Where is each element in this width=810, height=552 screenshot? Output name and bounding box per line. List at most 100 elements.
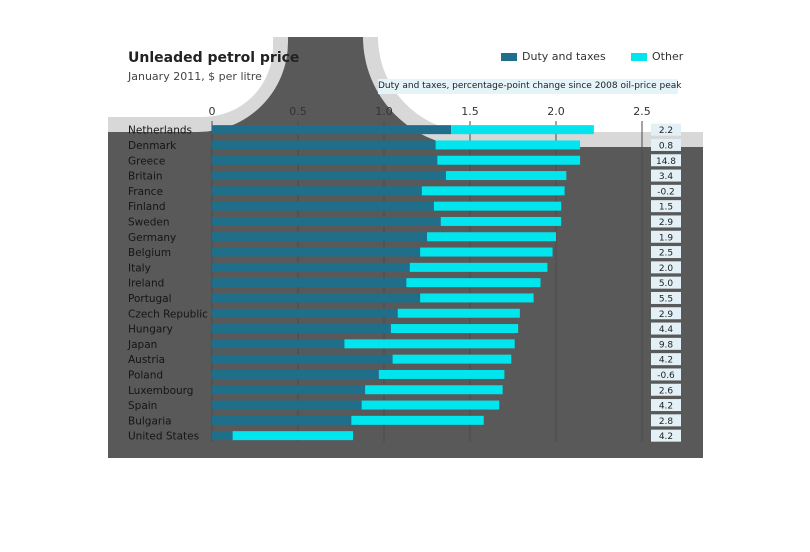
bar-duty-and-taxes (212, 140, 436, 150)
change-value: 3.4 (659, 172, 674, 182)
bar-other (406, 278, 541, 288)
bar-duty-and-taxes (212, 171, 446, 181)
change-value: 9.8 (659, 340, 674, 350)
bar-duty-and-taxes (212, 262, 410, 272)
bar-duty-and-taxes (212, 354, 393, 364)
bar-other (427, 232, 556, 242)
change-value: 4.2 (659, 432, 673, 442)
change-value: 2.0 (659, 264, 674, 274)
change-value-box (651, 353, 681, 366)
category-label: Britain (128, 171, 163, 183)
change-value-box (651, 307, 681, 320)
x-tick-label: 1.5 (461, 105, 479, 118)
change-value: 2.9 (659, 310, 674, 320)
change-value-box (651, 276, 681, 289)
change-value: 2.5 (659, 249, 673, 259)
bar-other (378, 369, 505, 379)
category-label: Czech Republic (128, 308, 208, 320)
category-label: Denmark (128, 140, 177, 152)
change-value-box (651, 200, 681, 213)
change-value-box (651, 429, 681, 442)
category-label: Spain (128, 400, 157, 412)
category-label: Bulgaria (128, 415, 172, 427)
legend-swatch-other (631, 53, 647, 61)
change-value-box (651, 184, 681, 197)
change-value: 4.2 (659, 356, 673, 366)
change-value-box (651, 215, 681, 228)
category-label: Poland (128, 369, 163, 381)
change-value-box (651, 322, 681, 335)
bar-other (420, 247, 553, 257)
change-value: -0.2 (657, 187, 675, 197)
change-column-header: Duty and taxes, percentage-point change … (378, 79, 681, 94)
bar-duty-and-taxes (212, 155, 438, 165)
category-label: Luxembourg (128, 385, 193, 397)
bar-other (451, 125, 594, 135)
bar-duty-and-taxes (212, 369, 379, 379)
chart-panel: Unleaded petrol price January 2011, $ pe… (108, 37, 703, 458)
bar-duty-and-taxes (212, 232, 427, 242)
x-tick-label: 0 (209, 105, 216, 118)
category-label: Belgium (128, 247, 171, 259)
chart-title: Unleaded petrol price (128, 50, 300, 66)
bar-other (435, 140, 581, 150)
category-label: Portugal (128, 293, 172, 305)
bar-other (361, 400, 500, 410)
bar-other (390, 324, 519, 334)
bar-duty-and-taxes (212, 431, 233, 441)
category-label: Finland (128, 201, 166, 213)
legend-swatch-duty (501, 53, 517, 61)
bar-other (351, 415, 484, 425)
change-value: 2.9 (659, 218, 674, 228)
bar-other (344, 339, 515, 349)
change-value: 2.8 (659, 417, 674, 427)
category-label: Ireland (128, 278, 164, 290)
category-label: Japan (127, 339, 157, 351)
change-value: 2.2 (659, 126, 673, 136)
bar-other (421, 186, 565, 196)
x-tick-label: 1.0 (375, 105, 393, 118)
change-value: -0.6 (657, 371, 675, 381)
bar-other (232, 431, 354, 441)
change-value: 1.5 (659, 203, 673, 213)
bar-duty-and-taxes (212, 415, 352, 425)
change-value: 1.9 (659, 233, 674, 243)
legend-item-other: Other (631, 50, 683, 63)
change-value-box (651, 368, 681, 381)
change-value-box (651, 291, 681, 304)
bar-other (392, 354, 512, 364)
bar-duty-and-taxes (212, 216, 441, 226)
category-label: Netherlands (128, 125, 192, 137)
x-tick-label: 2.0 (547, 105, 565, 118)
bar-duty-and-taxes (212, 339, 345, 349)
change-value-box (651, 123, 681, 136)
x-tick-label: 0.5 (289, 105, 307, 118)
category-label: Hungary (128, 324, 173, 336)
bar-duty-and-taxes (212, 186, 422, 196)
category-label: France (128, 186, 163, 198)
change-value-box (651, 138, 681, 151)
category-label: Greece (128, 155, 165, 167)
change-value: 2.6 (659, 386, 674, 396)
change-value-box (651, 337, 681, 350)
category-label: Sweden (128, 216, 170, 228)
bar-duty-and-taxes (212, 400, 362, 410)
change-value: 4.4 (659, 325, 674, 335)
change-value-box (651, 399, 681, 412)
change-value: 14.8 (656, 157, 676, 167)
bar-duty-and-taxes (212, 278, 407, 288)
bar-other (437, 155, 581, 165)
chart-subtitle: January 2011, $ per litre (128, 70, 262, 83)
bar-duty-and-taxes (212, 293, 421, 303)
category-label: Austria (128, 354, 165, 366)
bar-duty-and-taxes (212, 125, 452, 135)
category-label: United States (128, 431, 199, 443)
bar-duty-and-taxes (212, 308, 398, 318)
bar-other (420, 293, 534, 303)
bar-other (433, 201, 562, 211)
change-value-box (651, 261, 681, 274)
change-value: 4.2 (659, 402, 673, 412)
change-value-box (651, 414, 681, 427)
bar-duty-and-taxes (212, 385, 366, 395)
change-value-box (651, 246, 681, 259)
